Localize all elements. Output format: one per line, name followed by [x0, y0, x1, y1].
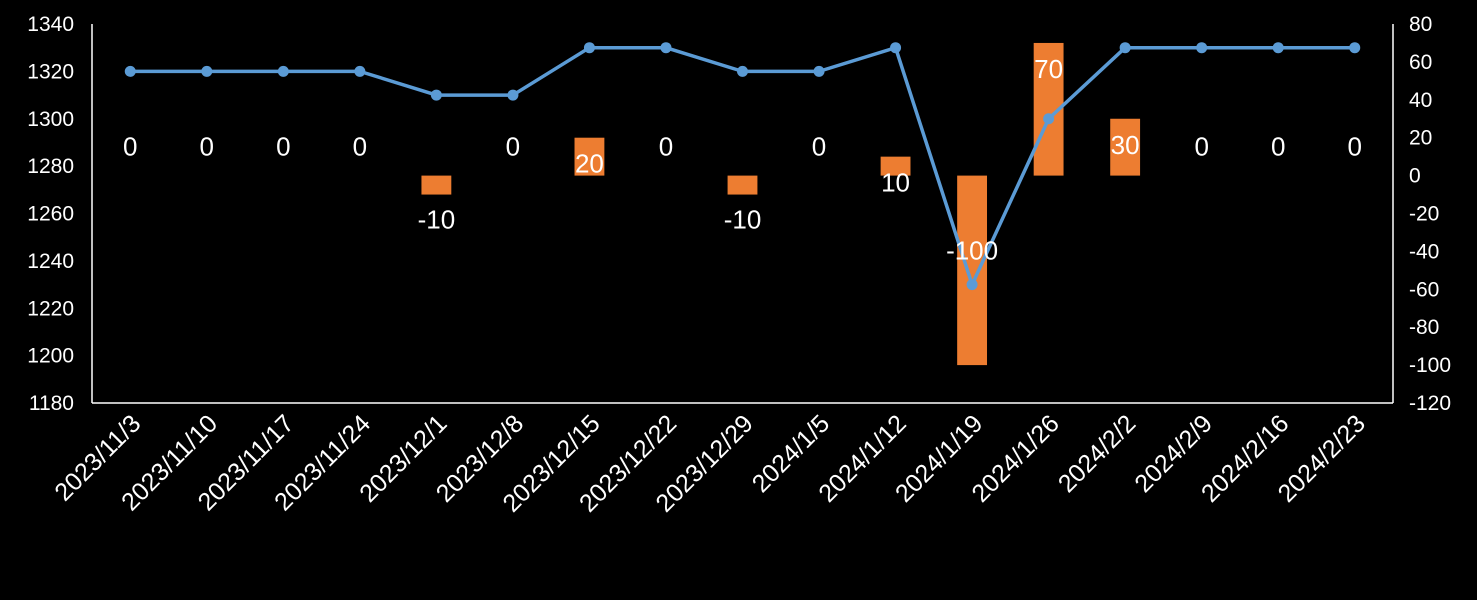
bar-data-label: 30 [1111, 130, 1140, 160]
left-tick-label: 1320 [27, 60, 74, 83]
bar-data-label: -10 [418, 205, 456, 235]
left-tick-label: 1340 [27, 13, 74, 36]
right-tick-label: -20 [1409, 203, 1439, 226]
bar [421, 175, 452, 195]
bar-data-label: 0 [659, 132, 673, 162]
line-point [1119, 42, 1131, 54]
bar [574, 137, 605, 176]
right-tick-label: 40 [1409, 89, 1432, 112]
line-point [124, 65, 136, 77]
line-point [737, 65, 748, 77]
bar-data-label: 70 [1034, 54, 1063, 84]
chart-axes: 1180 1200 1220 1240 1260 1280 1300 1320 1340 -120… [27, 13, 1451, 518]
bar-data-label: 0 [353, 132, 367, 162]
left-tick-label: 1280 [27, 155, 74, 178]
bar-data-label: 0 [123, 132, 137, 162]
right-tick-label: -120 [1409, 392, 1451, 415]
right-tick-label: -60 [1409, 278, 1439, 301]
bar [727, 175, 758, 195]
bar-data-label: 0 [812, 132, 826, 162]
left-tick-label: 1180 [29, 392, 74, 415]
line-point [660, 42, 672, 54]
bar-data-label: 0 [506, 132, 520, 162]
line-point [1349, 42, 1361, 54]
line-point [890, 42, 902, 54]
line-point [813, 65, 825, 77]
line-point [277, 65, 289, 77]
line-path [130, 45, 1355, 287]
right-tick-label: -100 [1409, 354, 1451, 377]
line-point [1043, 113, 1055, 125]
bar-series [421, 42, 1141, 366]
right-tick-label: -40 [1409, 240, 1439, 263]
line-series [124, 42, 1361, 291]
line-point [354, 65, 366, 77]
bar [957, 175, 988, 366]
bar-data-label: 10 [881, 168, 910, 198]
line-point [1196, 42, 1208, 54]
line-point [201, 65, 213, 77]
bar-data-label: 0 [1348, 132, 1362, 162]
left-tick-label: 1300 [27, 108, 74, 131]
right-tick-label: 80 [1409, 13, 1432, 36]
bar-data-label: -10 [724, 205, 762, 235]
right-tick-label: -80 [1409, 316, 1439, 339]
bar-data-label: 20 [575, 149, 604, 179]
bar-data-label: 0 [200, 132, 214, 162]
left-tick-label: 1220 [27, 297, 74, 320]
line-point [507, 89, 519, 101]
left-tick-label: 1200 [27, 345, 74, 368]
bar-data-label: 0 [276, 132, 290, 162]
line-point [1272, 42, 1284, 54]
left-tick-label: 1260 [27, 203, 74, 226]
right-tick-label: 20 [1409, 127, 1432, 150]
bar-data-label: 0 [1271, 132, 1285, 162]
category-label: 2024/2/2 [1053, 409, 1142, 498]
bar-data-label: -100 [946, 235, 998, 265]
bar-data-label: 0 [1194, 132, 1208, 162]
line-point [583, 42, 595, 54]
right-tick-label: 0 [1409, 165, 1421, 188]
bar [880, 156, 911, 176]
line-point [430, 89, 442, 101]
bar [1110, 118, 1141, 176]
right-tick-label: 60 [1409, 51, 1432, 74]
line-point [966, 279, 978, 291]
left-tick-label: 1240 [27, 250, 74, 273]
